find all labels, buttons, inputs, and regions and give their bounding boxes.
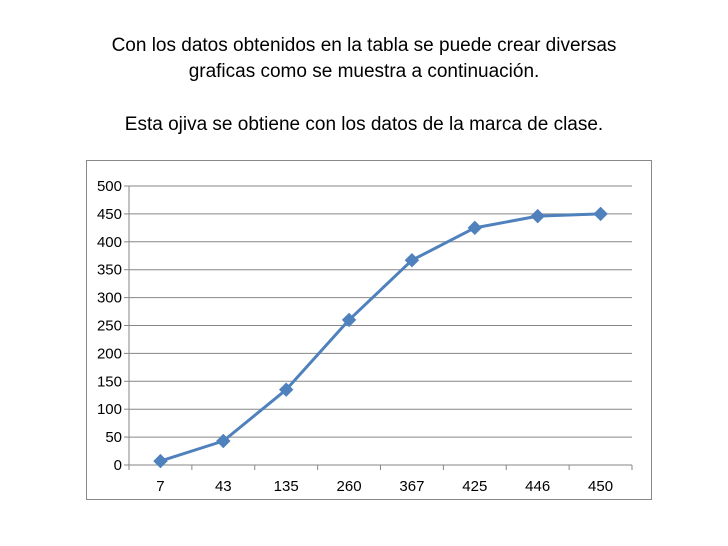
data-point-marker	[593, 206, 608, 222]
y-tick-label: 0	[114, 457, 122, 474]
y-tick-label: 200	[97, 345, 122, 362]
chart-canvas: 0 50 100 150 200 250 300 350 400 450 500 7 43 135 260 3…	[97, 178, 633, 495]
y-tick-label: 450	[97, 206, 122, 223]
data-point-marker	[153, 453, 168, 469]
y-tick-label: 500	[97, 178, 122, 195]
x-tick-label: 367	[399, 478, 424, 495]
ogive-chart: 0 50 100 150 200 250 300 350 400 450 500 7 43 135 260 3…	[86, 160, 652, 500]
x-tick-label: 425	[462, 478, 487, 495]
y-tick-label: 250	[97, 318, 122, 335]
data-point-marker	[467, 220, 483, 236]
x-tick-label: 446	[525, 478, 550, 495]
data-point-marker	[530, 208, 545, 224]
x-tick-label: 43	[215, 478, 232, 495]
x-tick-label: 450	[588, 478, 613, 495]
data-point-marker	[216, 433, 231, 449]
y-tick-label: 400	[97, 234, 122, 251]
y-tick-label: 300	[97, 290, 122, 307]
series-line	[159, 212, 601, 463]
data-point-marker	[278, 382, 294, 397]
x-tick-label: 7	[156, 478, 164, 495]
y-tick-label: 50	[105, 429, 122, 446]
data-point-marker	[341, 312, 357, 328]
y-tick-label: 100	[97, 401, 122, 418]
intro-text-line-2: graficas como se muestra a continuación.	[188, 61, 540, 82]
intro-text-line-1: Con los datos obtenidos en la tabla se p…	[111, 35, 617, 56]
x-tick-label: 135	[274, 478, 299, 495]
y-tick-label: 150	[97, 373, 122, 390]
ogive-description: Esta ojiva se obtiene con los datos de l…	[124, 114, 604, 135]
x-tick-label: 260	[337, 478, 362, 495]
data-point-marker	[404, 253, 420, 268]
y-tick-label: 350	[97, 262, 122, 279]
